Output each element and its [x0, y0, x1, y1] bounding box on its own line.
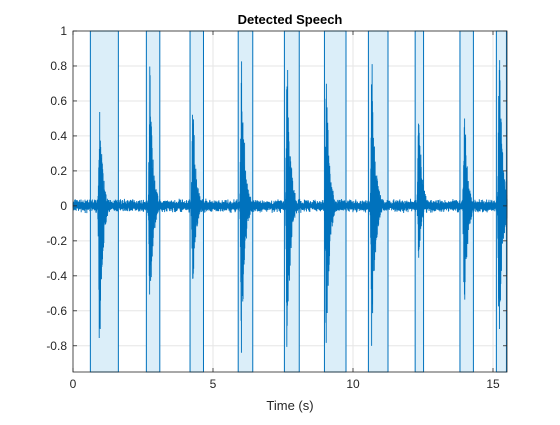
y-tick-label-4: 0.2: [50, 164, 67, 178]
y-tick-label-3: 0.4: [50, 129, 67, 143]
y-tick-label-1: 0.8: [50, 59, 67, 73]
y-tick-label-8: -0.6: [46, 304, 67, 318]
x-tick-label-2: 10: [346, 377, 360, 391]
chart-title: Detected Speech: [238, 12, 343, 27]
axes-box: [72, 30, 508, 373]
x-axis-label: Time (s): [266, 398, 313, 413]
y-tick-label-6: -0.2: [46, 234, 67, 248]
x-tick-label-0: 0: [70, 377, 77, 391]
y-tick-label-5: 0: [60, 199, 67, 213]
y-tick-label-7: -0.4: [46, 269, 67, 283]
axis-ticks: 0 5 10 15 1 0.8 0.6 0.4 0.2 0 -0.2 -0.4 -0.6 -0.8: [46, 24, 507, 391]
x-tick-label-1: 5: [210, 377, 217, 391]
x-tick-label-3: 15: [486, 377, 500, 391]
signal-line: [72, 60, 508, 353]
y-tick-label-0: 1: [60, 24, 67, 38]
y-tick-label-9: -0.8: [46, 339, 67, 353]
y-tick-label-2: 0.6: [50, 94, 67, 108]
signal-waveform: [72, 60, 508, 353]
